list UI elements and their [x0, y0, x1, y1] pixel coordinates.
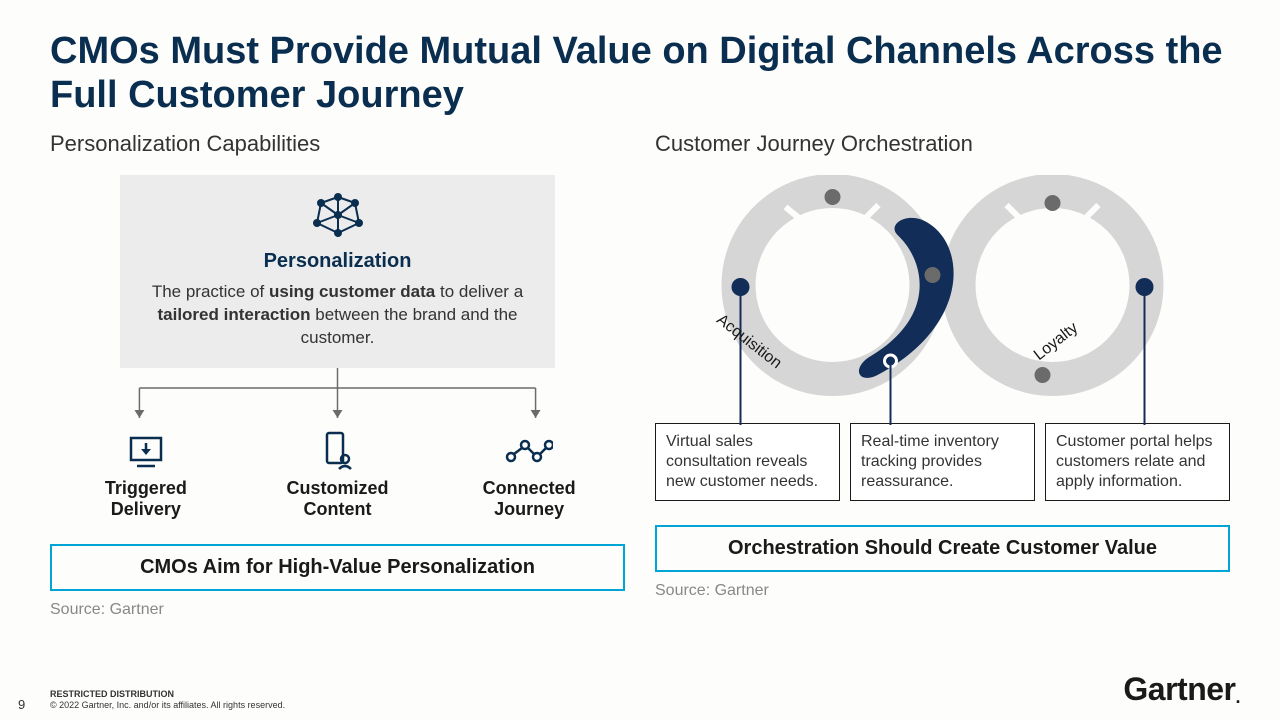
personalization-label: Personalization: [144, 250, 531, 273]
pillar-triggered-delivery: TriggeredDelivery: [50, 432, 242, 519]
left-banner: CMOs Aim for High-Value Personalization: [50, 544, 625, 591]
gartner-logo: Gartner.: [1123, 671, 1240, 708]
personalization-box: Personalization The practice of using cu…: [120, 175, 555, 368]
pillar-label: CustomizedContent: [242, 478, 434, 519]
callout-row: Virtual sales consultation reveals new c…: [655, 423, 1230, 501]
branch-connector: [80, 368, 595, 428]
right-column: Customer Journey Orchestration: [655, 131, 1230, 618]
pillar-connected-journey: ConnectedJourney: [433, 432, 625, 519]
pillar-row: TriggeredDelivery CustomizedContent: [50, 432, 625, 519]
left-source: Source: Gartner: [50, 601, 625, 619]
right-source: Source: Gartner: [655, 582, 1230, 600]
right-heading: Customer Journey Orchestration: [655, 131, 1230, 157]
footer-text: RESTRICTED DISTRIBUTION © 2022 Gartner, …: [50, 689, 285, 712]
download-monitor-icon: [50, 432, 242, 470]
device-user-icon: [242, 432, 434, 470]
pillar-customized-content: CustomizedContent: [242, 432, 434, 519]
callout-realtime: Real-time inventory tracking provides re…: [850, 423, 1035, 501]
pillar-label: TriggeredDelivery: [50, 478, 242, 519]
callout-acquisition: Virtual sales consultation reveals new c…: [655, 423, 840, 501]
right-banner: Orchestration Should Create Customer Val…: [655, 525, 1230, 572]
infinity-diagram: Acquisition Loyalty: [655, 175, 1230, 415]
callout-loyalty: Customer portal helps customers relate a…: [1045, 423, 1230, 501]
left-column: Personalization Capabilities: [50, 131, 625, 618]
connected-nodes-icon: [433, 432, 625, 470]
page-number: 9: [18, 697, 25, 712]
left-heading: Personalization Capabilities: [50, 131, 625, 157]
two-column-layout: Personalization Capabilities: [50, 131, 1230, 618]
slide-title: CMOs Must Provide Mutual Value on Digita…: [50, 30, 1230, 117]
personalization-description: The practice of using customer data to d…: [144, 281, 531, 350]
pillar-label: ConnectedJourney: [433, 478, 625, 519]
network-icon: [144, 193, 531, 242]
